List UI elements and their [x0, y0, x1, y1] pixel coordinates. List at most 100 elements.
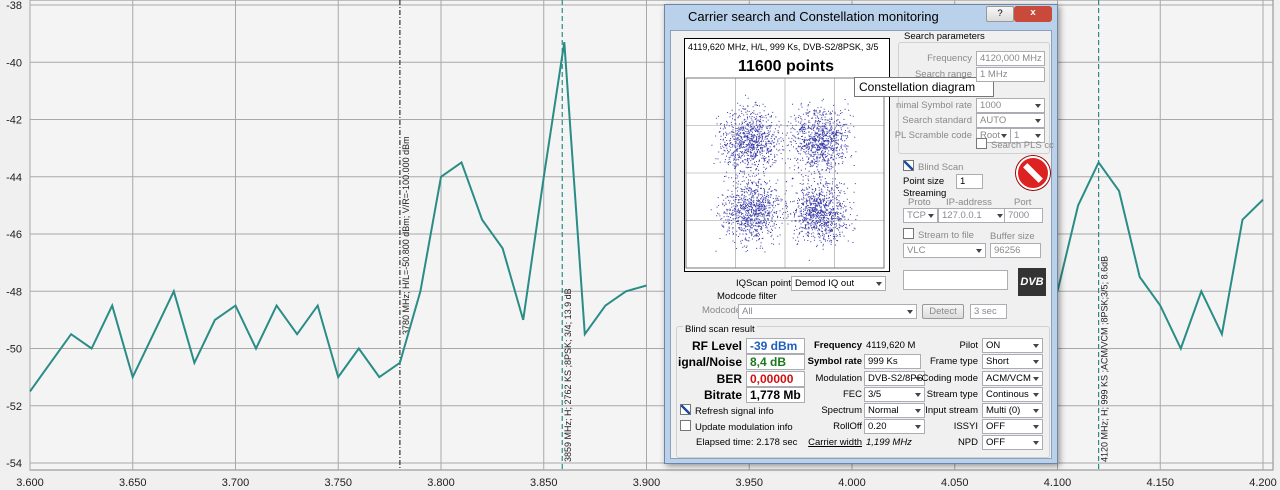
- label: Frame type: [929, 356, 978, 367]
- input-box[interactable]: 8,4 dB: [746, 354, 805, 370]
- input-box[interactable]: 0,00000: [746, 371, 805, 387]
- label: nimal Symbol rate: [895, 100, 972, 111]
- label: Symbol rate: [807, 356, 862, 367]
- combo-box[interactable]: DVB-S2/8PS: [864, 371, 925, 386]
- label: Modcode filter: [717, 291, 777, 302]
- y-tick-label: -50: [6, 344, 22, 356]
- checkbox[interactable]: Stream to file: [903, 228, 974, 243]
- close-button[interactable]: x: [1014, 6, 1052, 22]
- label: RF Level: [691, 339, 742, 353]
- marker-label: 3780 MHz; H/L=-50.800 dBm; V/R=-100.000 …: [401, 136, 411, 335]
- combo-box[interactable]: 0.20: [864, 419, 925, 434]
- input-box[interactable]: 1 MHz: [976, 67, 1045, 82]
- x-tick-label: 3.600: [16, 477, 44, 489]
- label: 1,199 MHz: [866, 437, 912, 448]
- x-tick-label: 3.650: [119, 477, 147, 489]
- marker-label: 3859 MHz; H; 2762 KS ;8PSK; 3/4; 13.9 dB: [563, 288, 573, 462]
- combo-box[interactable]: 1000: [976, 98, 1045, 113]
- x-tick-label: 3.850: [530, 477, 558, 489]
- combo-box[interactable]: VLC: [903, 243, 986, 258]
- combo-box[interactable]: Continous: [982, 387, 1043, 402]
- combo-box[interactable]: 3/5: [864, 387, 925, 402]
- combo-box[interactable]: All: [738, 304, 917, 319]
- x-tick-label: 3.750: [324, 477, 352, 489]
- input-box[interactable]: 1,778 Mb: [746, 387, 805, 403]
- label: Blind scan result: [683, 323, 757, 337]
- label: Search range: [914, 69, 972, 80]
- label: Bitrate: [703, 388, 742, 402]
- input-box[interactable]: 7000: [1004, 208, 1043, 223]
- checkbox[interactable]: Update modulation info: [680, 420, 793, 435]
- label: BER: [716, 372, 742, 386]
- combo-box[interactable]: OFF: [982, 435, 1043, 450]
- checkbox[interactable]: Refresh signal info: [680, 404, 774, 419]
- label: PL Scramble code: [894, 130, 972, 141]
- input-box[interactable]: -39 dBm: [746, 338, 805, 354]
- plot-area: [29, 0, 1274, 471]
- y-tick-label: -46: [6, 229, 22, 241]
- label: Proto: [908, 197, 931, 208]
- x-tick-label: 4.150: [1146, 477, 1174, 489]
- label: Carrier width: [808, 437, 862, 448]
- button[interactable]: Detect: [922, 304, 964, 319]
- label: 11600 points: [737, 58, 835, 75]
- label: 4119,620 M: [866, 340, 916, 351]
- label: Point size: [903, 176, 945, 187]
- label: ignal/Noise: [677, 355, 742, 369]
- label: IP-address: [946, 197, 992, 208]
- combo-box[interactable]: 127.0.0.1: [938, 208, 1007, 223]
- combo-box[interactable]: ACM/VCM: [982, 371, 1043, 386]
- y-tick-label: -38: [6, 0, 22, 12]
- status-box: [903, 270, 1008, 290]
- x-tick-label: 3.700: [222, 477, 250, 489]
- label: Streaming: [903, 188, 947, 199]
- label: IQScan point: [736, 278, 791, 289]
- combo-box[interactable]: ON: [982, 338, 1043, 353]
- y-tick-label: -44: [6, 172, 22, 184]
- input-box[interactable]: 4120,000 MHz: [976, 51, 1045, 66]
- label: Stream type: [926, 389, 978, 400]
- combo-box[interactable]: Short: [982, 354, 1043, 369]
- label: Input stream: [925, 405, 978, 416]
- label: Elapsed time: 2.178 sec: [696, 437, 798, 448]
- spectrum-line: [29, 42, 1264, 392]
- combo-box[interactable]: AUTO: [976, 113, 1045, 128]
- x-tick-label: 3.800: [427, 477, 455, 489]
- label: Search standard: [902, 115, 972, 126]
- stop-icon[interactable]: [1016, 156, 1050, 190]
- checkbox[interactable]: Search PLS cc: [976, 138, 1054, 153]
- input-box[interactable]: 96256: [990, 243, 1041, 258]
- help-button[interactable]: ?: [986, 6, 1014, 22]
- checkbox[interactable]: Blind Scan: [903, 160, 963, 175]
- result-group: [676, 326, 1050, 458]
- combo-box[interactable]: OFF: [982, 419, 1043, 434]
- y-tick-label: -42: [6, 115, 22, 127]
- y-tick-label: -40: [6, 57, 22, 69]
- label: Search parameters: [904, 31, 985, 42]
- search-group: [898, 42, 1050, 154]
- x-tick-label: 4.050: [941, 477, 969, 489]
- x-tick-label: 3.900: [633, 477, 661, 489]
- label: ISSYI: [953, 421, 978, 432]
- iq-frame: [685, 77, 885, 269]
- label: Pilot: [959, 340, 978, 351]
- label: Modcode: [702, 305, 742, 316]
- x-tick-label: 4.000: [838, 477, 866, 489]
- combo-box[interactable]: Multi (0): [982, 403, 1043, 418]
- label: Coding mode: [921, 373, 978, 384]
- label: Buffer size: [990, 231, 1035, 242]
- label: 4119,620 MHz, H/L, 999 Ks, DVB-S2/8PSK, …: [688, 42, 879, 52]
- marker-label: 4120 MHz; H; 999 KS ;ACM/VCM ;8PSK;3/5; …: [1100, 256, 1110, 462]
- combo-box[interactable]: Demod IQ out: [791, 276, 886, 291]
- combo-box[interactable]: Normal: [864, 403, 925, 418]
- input-box[interactable]: 1: [956, 174, 983, 189]
- input-box[interactable]: 3 sec: [970, 304, 1007, 319]
- input-box[interactable]: 999 Ks: [864, 354, 921, 369]
- combo-box[interactable]: TCP: [903, 208, 938, 223]
- tooltip: Constellation diagram: [854, 77, 994, 97]
- y-tick-label: -52: [6, 401, 22, 413]
- label: NPD: [957, 437, 978, 448]
- label: Port: [1014, 197, 1032, 208]
